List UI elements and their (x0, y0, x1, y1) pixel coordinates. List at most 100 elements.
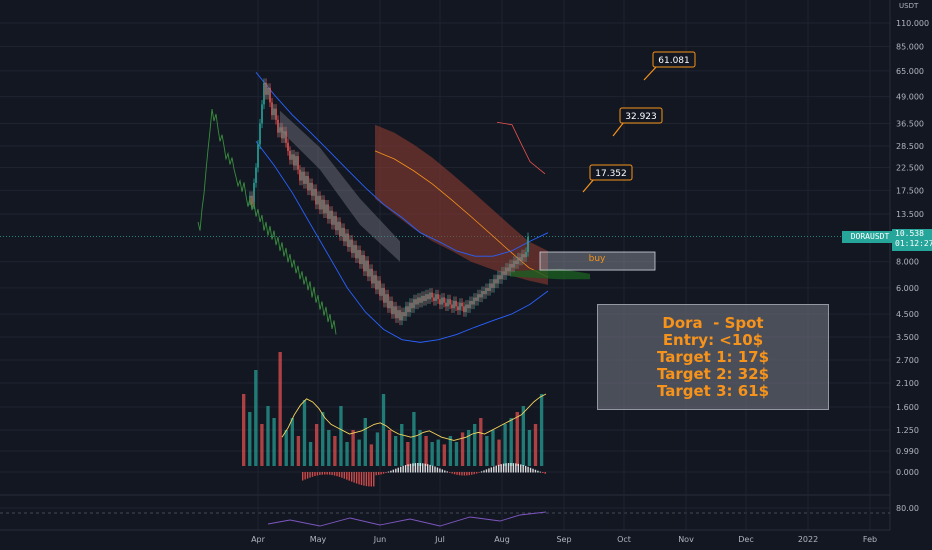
y-tick-label: 85.000 (896, 42, 924, 51)
volume-bar (278, 352, 282, 466)
candle-body (449, 299, 451, 305)
candle-body (303, 171, 305, 184)
candle-body (499, 275, 501, 280)
y-tick-label: 8.000 (896, 258, 919, 267)
candle-body (527, 236, 529, 253)
macd-bar (537, 470, 539, 473)
candle-body (423, 295, 425, 301)
candle-body (515, 260, 517, 265)
candle-body (293, 154, 295, 166)
candle-body (269, 87, 271, 103)
candle-body (411, 302, 413, 309)
candle-body (413, 299, 415, 309)
candle-body (435, 294, 437, 301)
candle-body (397, 310, 399, 319)
candle-body (471, 300, 473, 305)
candle-body (465, 304, 467, 313)
candle-body (281, 127, 283, 139)
candle-body (267, 87, 269, 95)
x-tick-label: Nov (678, 535, 694, 544)
candle-body (305, 176, 307, 184)
candle-body (257, 144, 259, 168)
candle-body (417, 297, 419, 305)
candle-body (473, 297, 475, 305)
macd-bar (524, 465, 527, 473)
macd-bar (316, 472, 319, 476)
candle-body (365, 260, 367, 272)
volume-bar (448, 436, 453, 466)
y-tick-label: 17.500 (896, 186, 924, 195)
volume-bar (248, 412, 252, 466)
macd-bar (355, 472, 358, 484)
buy-label: buy (589, 254, 606, 264)
note-line-target-3: Target 3: 61$ (656, 381, 770, 400)
macd-bar (485, 469, 488, 473)
symbol-tag: DORAUSDT (842, 231, 898, 243)
candle-body (329, 210, 331, 219)
currency-label: USDT (899, 2, 918, 10)
x-tick-label: Jul (434, 535, 445, 544)
time-axis[interactable]: Apr May Jun Jul Aug Sep Oct Nov Dec 2022 Feb (251, 535, 877, 544)
macd-bar (409, 463, 412, 473)
candle-body (447, 299, 449, 307)
candle-body (275, 108, 277, 120)
candle-body (393, 306, 395, 315)
cloud-mid-line (374, 150, 549, 278)
macd-bar (466, 472, 468, 476)
y-tick-label: 36.500 (896, 119, 924, 128)
candle-body (345, 233, 347, 242)
candle-body (389, 300, 391, 309)
macd-bar (336, 472, 338, 477)
macd-bar (505, 463, 507, 473)
candle-body (317, 195, 319, 205)
macd-bar (507, 463, 510, 473)
x-tick-label: Sep (556, 535, 571, 544)
macd-bar (360, 472, 363, 486)
volume-bar (321, 412, 325, 466)
candle-body (335, 216, 337, 231)
candle-body (385, 294, 387, 303)
candle-body (483, 290, 485, 295)
volume-bar (345, 442, 349, 466)
candle-body (507, 267, 509, 272)
candle-body (513, 260, 515, 268)
macd-bar (515, 463, 517, 473)
candle-body (319, 195, 321, 210)
candle-body (377, 280, 379, 290)
candle-body (409, 302, 411, 313)
x-tick-label: May (310, 535, 327, 544)
candle-body (343, 227, 345, 242)
candle-body (313, 188, 315, 196)
candle-body (427, 294, 429, 300)
candle-body (379, 280, 381, 296)
trade-note-box[interactable]: Dora - Spot Entry: <10$ Target 1: 17$ Ta… (597, 304, 829, 410)
candle-body (497, 275, 499, 284)
bollinger-upper (255, 72, 549, 257)
volume-bar (375, 432, 380, 466)
candle-body (509, 264, 511, 272)
candle-body (327, 204, 329, 219)
macd-bar (488, 468, 490, 473)
candle-body (407, 306, 409, 313)
target-box (652, 51, 696, 68)
currency-text: USDT (899, 2, 919, 10)
candle-body (289, 150, 291, 160)
target-annotations: 61.081 32.923 17.352 buy (539, 51, 696, 271)
candle-body (301, 171, 303, 181)
cloud-area (375, 124, 548, 285)
macd-bar (426, 464, 429, 473)
volume-bar (527, 430, 532, 466)
candle-body (491, 283, 493, 288)
oscillator-pane (267, 463, 547, 527)
rsi-line (267, 511, 547, 527)
candle-body (265, 82, 267, 95)
candle-body (263, 82, 265, 105)
candle-body (451, 304, 453, 309)
candle-body (395, 306, 397, 319)
volume-bar (424, 436, 428, 466)
candle-body (383, 287, 385, 303)
candle-body (367, 260, 369, 277)
price-axis[interactable]: 110.000 85.000 65.000 49.000 36.500 28.500 22.… (896, 19, 929, 513)
target-arrow (612, 121, 625, 137)
